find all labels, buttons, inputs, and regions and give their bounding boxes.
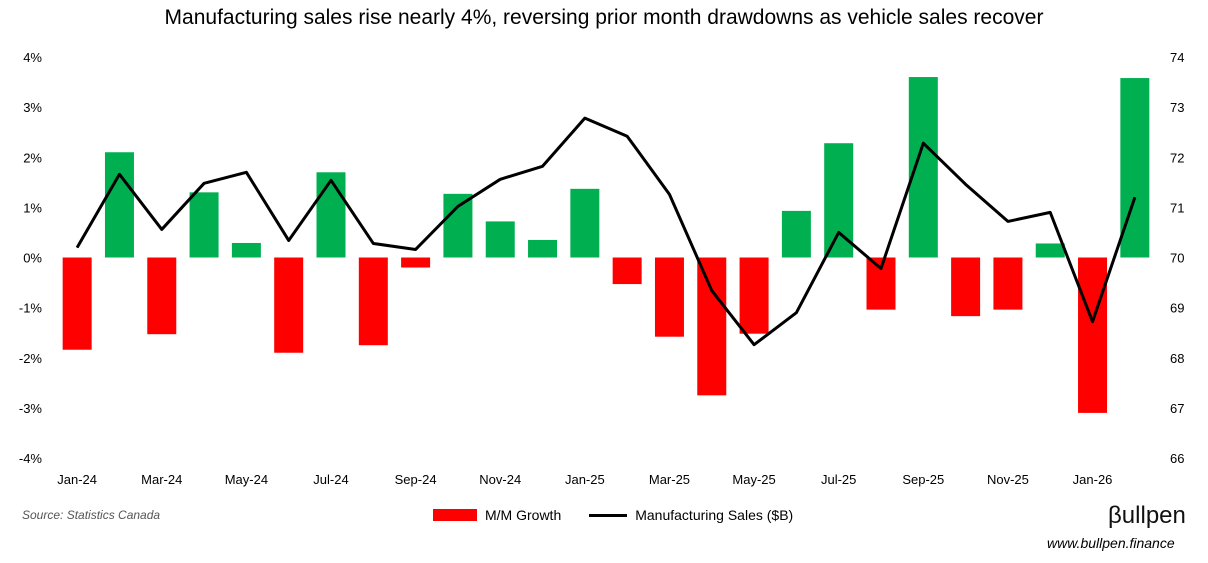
bar-Mar-25 [654,257,684,337]
bar-Apr-24 [189,192,219,258]
x-tick: Mar-25 [649,472,690,487]
bar-Sep-25 [908,77,938,258]
website-url: www.bullpen.finance [1047,535,1175,551]
legend-label-line: Manufacturing Sales ($B) [635,507,794,523]
line-point-Aug-25 [880,268,882,270]
bar-Oct-25 [951,257,981,317]
logo: βullpen [1108,502,1186,529]
x-tick: Sep-24 [395,472,437,487]
y-left-tick: -1% [19,301,43,316]
bar-Apr-25 [697,257,727,396]
line-point-Jul-25 [838,231,840,233]
bar-Nov-24 [485,221,515,258]
line-point-Nov-25 [1007,220,1009,222]
y-right-tick: 66 [1170,451,1184,466]
line-point-Jan-25 [584,117,586,119]
bar-Dec-25 [1035,243,1065,258]
line-point-Mar-25 [668,193,670,195]
bar-Jul-25 [824,143,854,258]
bar-Jan-24 [62,257,92,350]
bar-Nov-25 [993,257,1023,310]
legend-swatch-bar [433,509,477,521]
y-left-tick: 2% [23,150,42,165]
line-point-Dec-25 [1049,211,1051,213]
bar-Sep-24 [401,257,431,268]
y-left-tick: 4% [23,50,42,65]
line-point-Jun-24 [288,239,290,241]
line-point-Mar-24 [161,228,163,230]
y-right-tick: 72 [1170,150,1184,165]
line-point-May-25 [753,344,755,346]
bar-Jul-24 [316,172,346,258]
bar-May-25 [739,257,769,334]
x-tick: Nov-25 [987,472,1029,487]
y-right-tick: 74 [1170,50,1184,65]
y-left-tick: 1% [23,200,42,215]
x-tick: Mar-24 [141,472,182,487]
legend-swatch-line [589,513,628,517]
bar-Jan-26 [1078,257,1108,413]
y-right-tick: 69 [1170,301,1184,316]
x-tick: Jan-26 [1073,472,1113,487]
line-point-Aug-24 [372,242,374,244]
x-tick: Jul-24 [313,472,348,487]
line-point-Feb-25 [626,135,628,137]
bar-Oct-24 [443,193,473,258]
bar-Jan-25 [570,188,600,258]
line-point-Oct-24 [457,205,459,207]
line-point-Sep-25 [922,142,924,144]
line-manufacturing-sales [75,116,1137,347]
bar-Jun-25 [781,210,811,258]
x-tick: Jan-25 [565,472,605,487]
x-tick: Jan-24 [57,472,97,487]
line-point-Jan-26 [1092,321,1094,323]
bar-Jun-24 [274,257,304,353]
y-left-tick: -4% [19,451,43,466]
bar-Feb-25 [612,257,642,285]
line-point-Jun-25 [795,312,797,314]
bar-Aug-24 [358,257,388,346]
chart: -4% -3% -2% -1% 0% 1% 2% 3% 4% 66 67 68 69 70 71 72 73 74… [19,50,1185,487]
x-tick: Nov-24 [479,472,521,487]
legend-label-bar: M/M Growth [485,507,562,523]
y-right-tick: 68 [1170,351,1184,366]
y-right-tick: 70 [1170,251,1184,266]
y-right-tick: 71 [1170,200,1184,215]
y-left-tick: 0% [23,251,42,266]
line-point-Jan-24 [76,246,78,248]
y-left-tick: 3% [23,100,42,115]
chart-title: Manufacturing sales rise nearly 4%, reve… [164,6,1044,29]
line-point-Feb-24 [118,173,120,175]
line-point-Apr-24 [203,182,205,184]
line-point-Jul-24 [330,179,332,181]
line-point-Sep-24 [415,248,417,250]
bar-Mar-24 [147,257,177,335]
source-note: Source: Statistics Canada [22,508,161,522]
x-tick: May-25 [732,472,775,487]
bar-May-24 [231,242,261,258]
x-tick: Jul-25 [821,472,856,487]
y-right-tick: 73 [1170,100,1184,115]
line-point-Oct-25 [965,183,967,185]
bar-Dec-24 [528,239,558,258]
legend: M/M Growth Manufacturing Sales ($B) [433,507,793,523]
line-point-Feb-26 [1134,196,1136,198]
line-point-Dec-24 [542,165,544,167]
y-left-tick: -2% [19,351,43,366]
line-point-Nov-24 [499,178,501,180]
x-tick: Sep-25 [902,472,944,487]
y-right-tick: 67 [1170,401,1184,416]
bar-Feb-24 [104,152,134,258]
y-left-tick: -3% [19,401,43,416]
line-point-May-24 [245,171,247,173]
x-tick: May-24 [225,472,268,487]
line-point-Apr-25 [711,290,713,292]
